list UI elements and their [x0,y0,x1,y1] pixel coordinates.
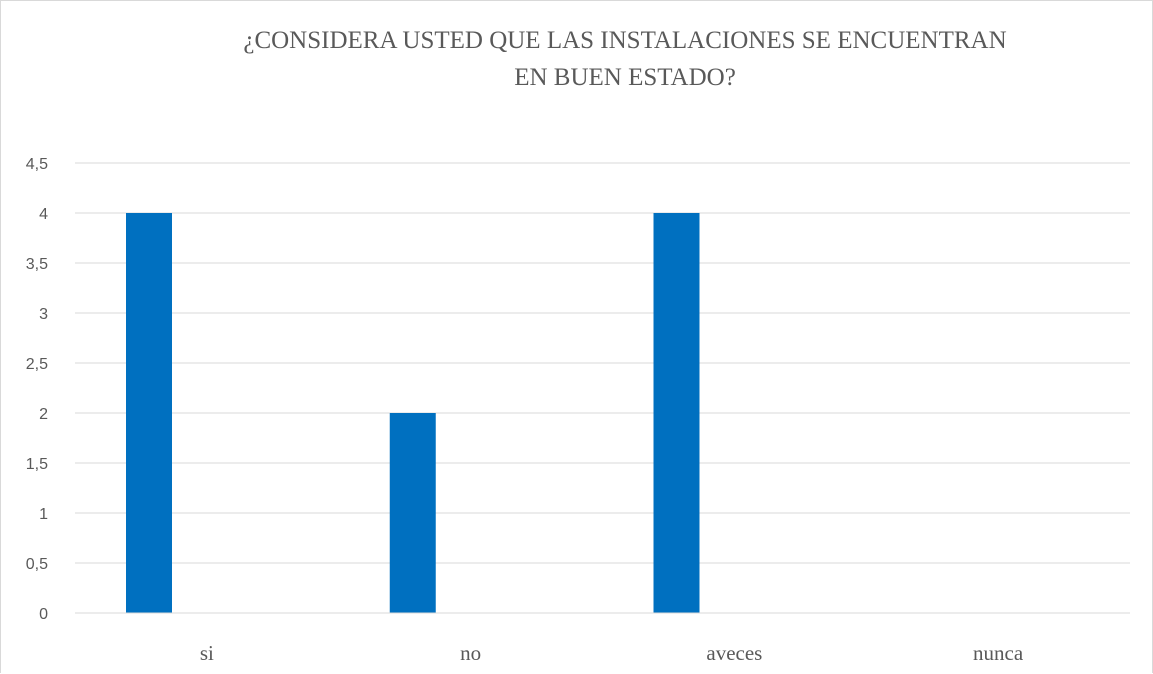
bars [126,213,700,613]
gridlines [75,162,1130,564]
chart-title: ¿CONSIDERA USTED QUE LAS INSTALACIONES S… [243,27,1007,91]
y-tick-label: 3 [39,306,48,323]
y-tick-label: 0 [39,606,48,623]
y-tick-label: 2 [39,406,48,423]
x-tick-label: no [460,641,481,665]
x-tick-label: nunca [973,641,1024,665]
x-axis-ticks: si no aveces nunca [200,641,1024,665]
y-tick-label: 3,5 [26,256,48,273]
y-tick-label: 1,5 [26,456,48,473]
y-tick-label: 1 [39,506,48,523]
bar-si [126,213,172,613]
y-axis-ticks: 0 0,5 1 1,5 2 2,5 3 3,5 4 4,5 [26,156,48,623]
bar-aveces [653,213,700,613]
y-tick-label: 4 [39,206,48,223]
x-tick-label: si [200,641,214,665]
x-tick-label: aveces [706,641,762,665]
y-tick-label: 4,5 [26,156,48,173]
bar-no [389,413,436,613]
y-tick-label: 2,5 [26,356,48,373]
y-tick-label: 0,5 [26,556,48,573]
